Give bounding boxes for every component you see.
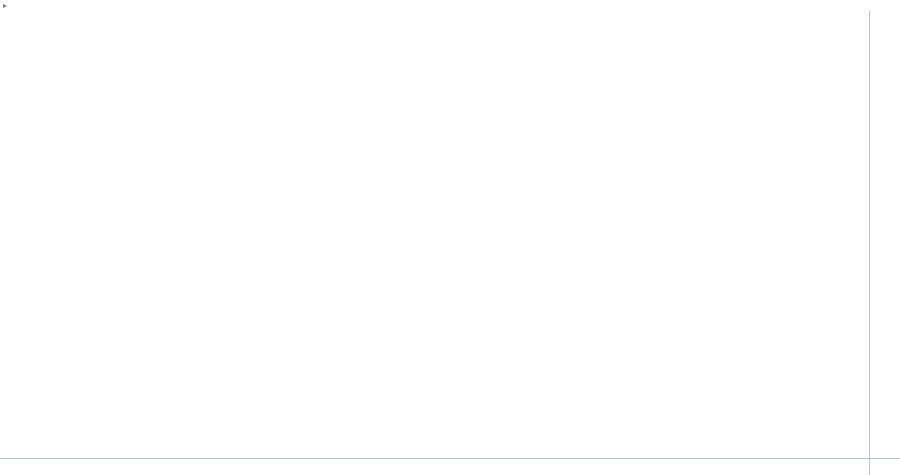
triangle-right-icon[interactable] <box>3 3 7 8</box>
price-plot-area[interactable] <box>0 11 869 458</box>
axis-corner <box>869 458 900 475</box>
price-axis[interactable] <box>869 11 900 458</box>
drawing-overlay[interactable] <box>0 11 869 458</box>
chart-header <box>0 0 900 11</box>
time-axis[interactable] <box>0 458 869 475</box>
